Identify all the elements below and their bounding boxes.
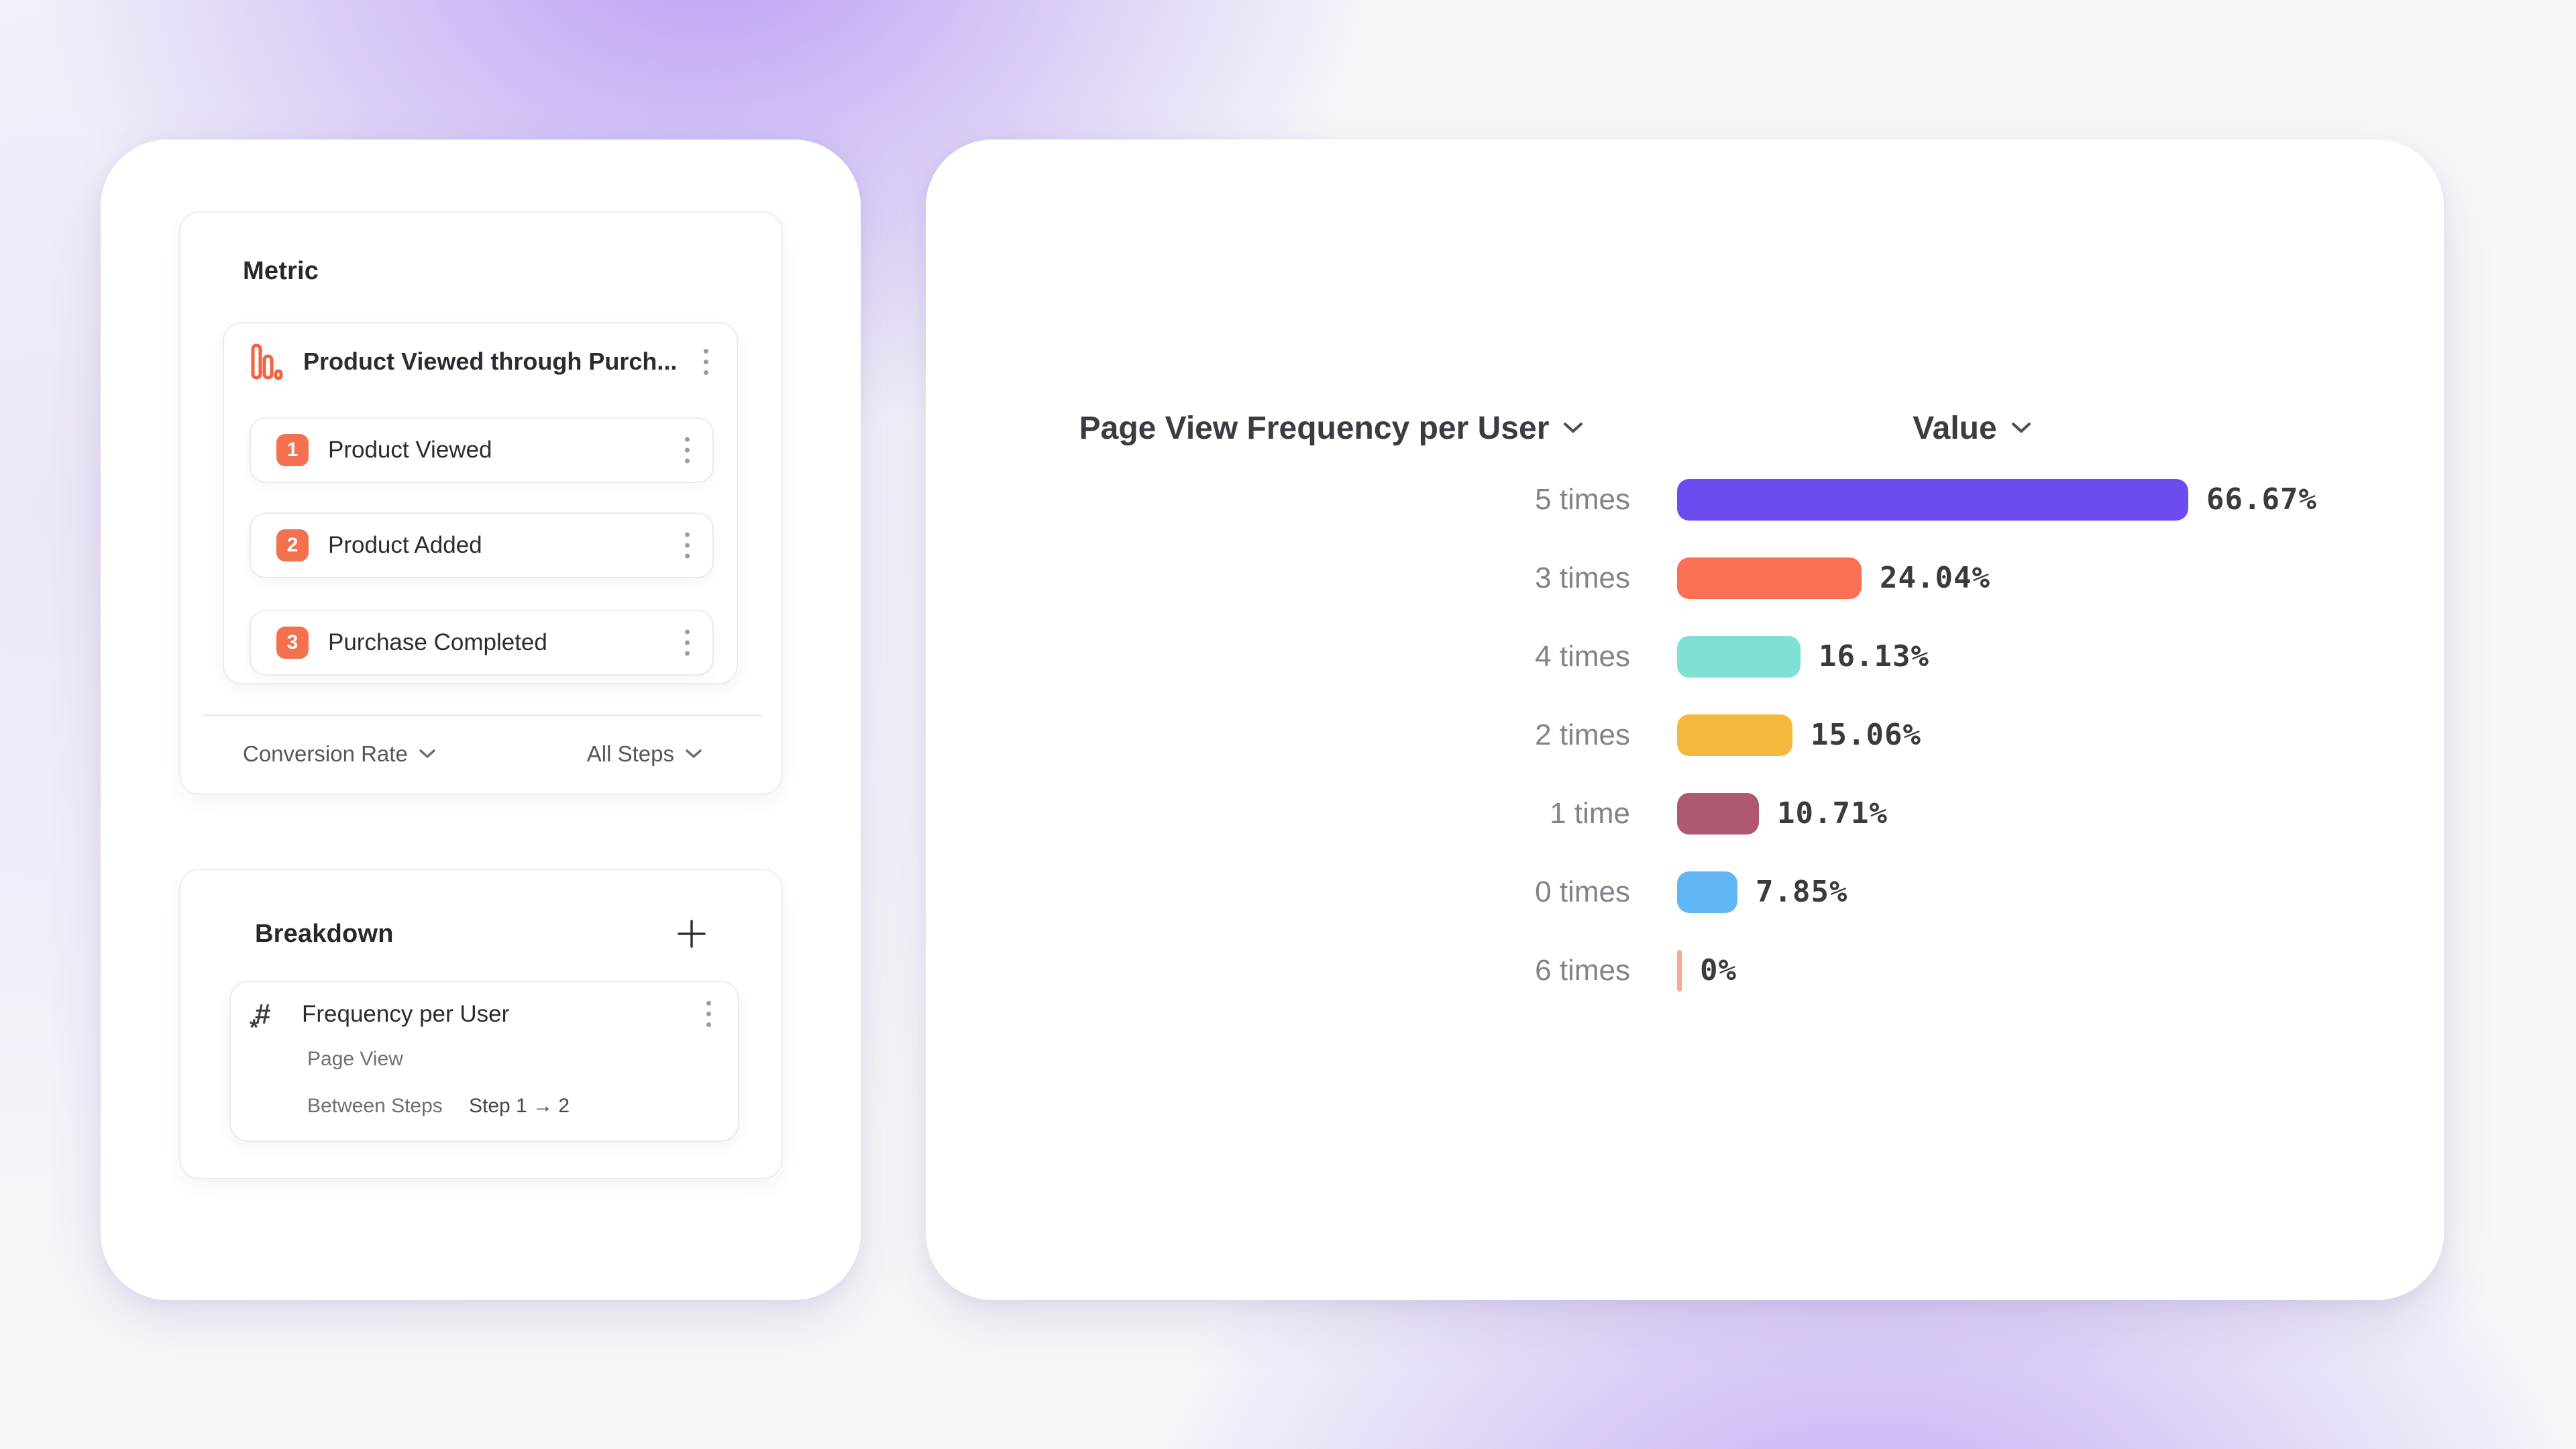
kebab-menu-icon[interactable] bbox=[706, 1001, 711, 1027]
step-label: Purchase Completed bbox=[328, 629, 547, 655]
category-label: 5 times bbox=[1535, 482, 1630, 516]
value-label: 16.13% bbox=[1819, 639, 1929, 674]
value-label: 10.71% bbox=[1777, 796, 1888, 830]
breakdown-item-title: Frequency per User bbox=[302, 1001, 510, 1027]
bar-row: 2 times 15.06% bbox=[926, 696, 2402, 774]
bar-row: 4 times 16.13% bbox=[926, 617, 2402, 696]
category-label: 2 times bbox=[1535, 718, 1630, 751]
breakdown-event-label: Page View bbox=[307, 1048, 403, 1070]
bar-row: 1 time 10.71% bbox=[926, 774, 2402, 853]
category-label: 0 times bbox=[1535, 875, 1630, 908]
funnel-step-row-1[interactable]: 1 Product Viewed bbox=[250, 417, 714, 483]
funnel-chart-icon bbox=[251, 343, 283, 381]
funnel-step-row-3[interactable]: 3 Purchase Completed bbox=[250, 610, 714, 676]
bar-3-times[interactable] bbox=[1677, 557, 1862, 599]
metric-item-card[interactable]: Product Viewed through Purch... 1 Produc… bbox=[223, 322, 738, 684]
conversion-rate-dropdown[interactable]: Conversion Rate bbox=[243, 741, 436, 767]
bar-4-times[interactable] bbox=[1677, 635, 1801, 678]
bar-1-time[interactable] bbox=[1677, 792, 1759, 835]
bar-chart: 5 times 66.67% 3 times 24.04% 4 times 16… bbox=[926, 460, 2402, 1010]
value-header-label: Value bbox=[1913, 410, 1997, 446]
bar-row: 6 times 0% bbox=[926, 931, 2402, 1010]
value-label: 0% bbox=[1700, 953, 1737, 987]
step-number-badge: 3 bbox=[276, 627, 309, 659]
bar-0-times[interactable] bbox=[1677, 871, 1737, 913]
breakdown-counting-label: Between Steps bbox=[307, 1095, 443, 1117]
funnel-step-row-2[interactable]: 2 Product Added bbox=[250, 513, 714, 578]
category-label: 6 times bbox=[1535, 953, 1630, 987]
bar-6-times[interactable] bbox=[1677, 949, 1682, 991]
kebab-menu-icon[interactable] bbox=[704, 349, 708, 375]
metric-builder-card: Metric Product Viewed through Purch... 1… bbox=[101, 140, 861, 1300]
add-breakdown-button[interactable] bbox=[676, 918, 708, 950]
bar-2-times[interactable] bbox=[1677, 714, 1792, 756]
kebab-menu-icon[interactable] bbox=[685, 629, 690, 656]
bar-row: 0 times 7.85% bbox=[926, 853, 2402, 931]
all-steps-dropdown[interactable]: All Steps bbox=[587, 741, 702, 767]
metric-panel: Metric Product Viewed through Purch... 1… bbox=[179, 211, 783, 795]
breakdown-panel: Breakdown # * Frequency per User Page Vie… bbox=[179, 869, 783, 1179]
category-label: 1 time bbox=[1550, 796, 1630, 830]
breakdown-item-card[interactable]: # * Frequency per User Page View Between … bbox=[229, 981, 739, 1142]
value-header-dropdown[interactable]: Value bbox=[1865, 407, 2080, 449]
step-number-badge: 2 bbox=[276, 529, 309, 561]
plus-icon bbox=[678, 920, 706, 948]
series-header-label: Page View Frequency per User bbox=[1079, 410, 1550, 446]
breakdown-panel-title: Breakdown bbox=[255, 920, 394, 948]
series-header-dropdown[interactable]: Page View Frequency per User bbox=[1053, 407, 1610, 449]
chevron-down-icon bbox=[686, 749, 702, 758]
hash-icon: # * bbox=[250, 998, 271, 1040]
chevron-down-icon bbox=[419, 749, 435, 758]
value-label: 66.67% bbox=[2206, 482, 2317, 517]
category-label: 4 times bbox=[1535, 639, 1630, 673]
kebab-menu-icon[interactable] bbox=[685, 532, 690, 559]
bar-5-times[interactable] bbox=[1677, 478, 2188, 521]
value-label: 24.04% bbox=[1880, 561, 1990, 595]
metric-panel-title: Metric bbox=[243, 257, 319, 285]
panel-divider bbox=[203, 714, 762, 716]
kebab-menu-icon[interactable] bbox=[685, 437, 690, 464]
step-label: Product Viewed bbox=[328, 437, 492, 463]
metric-item-header: Product Viewed through Purch... bbox=[224, 323, 737, 397]
breakdown-counting-value: Step 1 → 2 bbox=[469, 1095, 570, 1117]
bar-row: 3 times 24.04% bbox=[926, 539, 2402, 617]
metric-item-title: Product Viewed through Purch... bbox=[303, 347, 678, 375]
metric-footer: Conversion Rate All Steps bbox=[243, 734, 702, 774]
step-number-badge: 1 bbox=[276, 434, 309, 466]
bar-row: 5 times 66.67% bbox=[926, 460, 2402, 539]
all-steps-label: All Steps bbox=[586, 741, 674, 766]
category-label: 3 times bbox=[1535, 561, 1630, 594]
chevron-down-icon bbox=[1564, 423, 1583, 433]
value-label: 15.06% bbox=[1811, 718, 1921, 752]
chart-card: Page View Frequency per User Value 5 tim… bbox=[926, 140, 2444, 1300]
value-label: 7.85% bbox=[1756, 875, 1848, 909]
step-label: Product Added bbox=[328, 532, 482, 558]
conversion-rate-label: Conversion Rate bbox=[243, 741, 408, 766]
chevron-down-icon bbox=[2011, 423, 2031, 433]
